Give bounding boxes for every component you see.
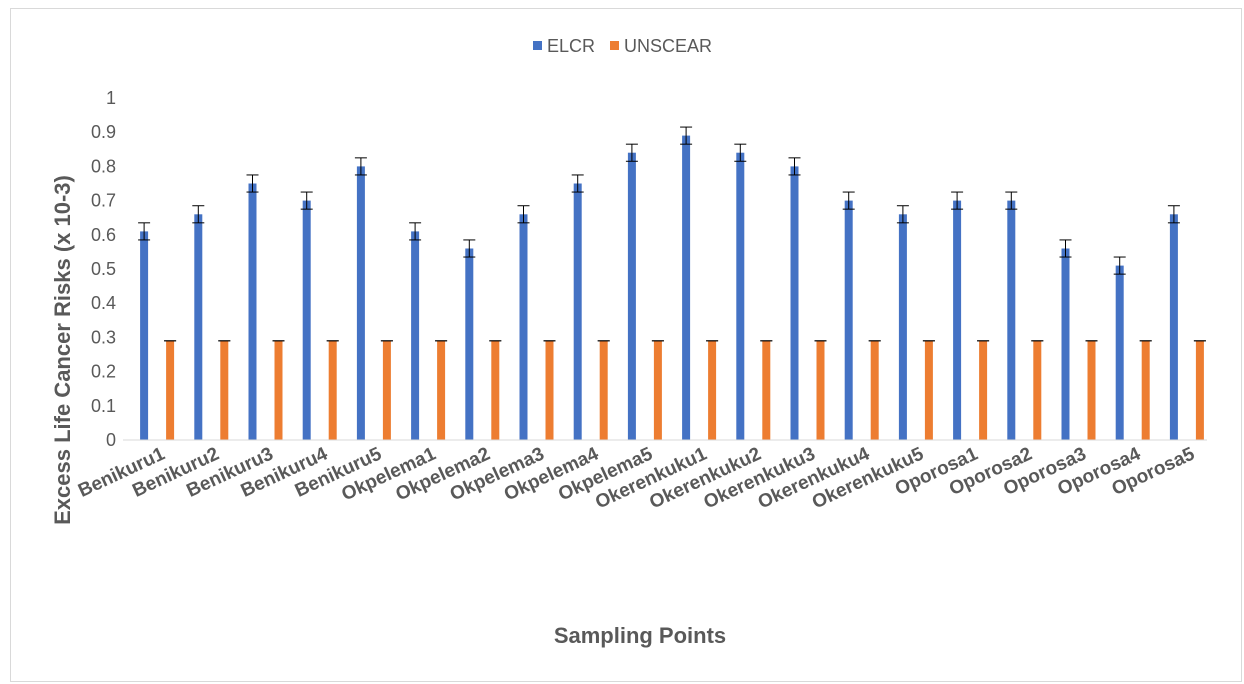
bar-elcr-benikuru1	[140, 231, 149, 440]
bar-elcr-okerenkuku2	[736, 152, 745, 440]
bar-unscear-oporosa4	[1141, 340, 1150, 440]
bar-elcr-oporosa4	[1115, 265, 1124, 440]
bar-elcr-okpelema5	[627, 152, 636, 440]
bar-elcr-okerenkuku5	[898, 214, 907, 440]
y-tick-label: 0.6	[91, 225, 116, 245]
legend-swatch-unscear	[610, 41, 619, 50]
bar-unscear-benikuru4	[328, 340, 337, 440]
error-bar-elcr-okerenkuku1	[680, 126, 693, 145]
error-bar-elcr-oporosa1	[951, 191, 964, 210]
error-bar-elcr-okerenkuku5	[896, 205, 909, 224]
bar-elcr-benikuru2	[194, 214, 203, 440]
error-bar-elcr-okerenkuku4	[842, 191, 855, 210]
bar-unscear-okerenkuku1	[708, 340, 717, 440]
x-axis-title: Sampling Points	[554, 623, 726, 648]
y-tick-label: 0.1	[91, 396, 116, 416]
y-tick-label: 0	[106, 430, 116, 450]
bar-elcr-okpelema1	[411, 231, 420, 440]
error-bar-elcr-okerenkuku2	[734, 143, 747, 162]
error-bar-elcr-benikuru2	[192, 205, 205, 224]
bar-unscear-oporosa3	[1087, 340, 1096, 440]
bar-elcr-oporosa3	[1061, 248, 1070, 440]
y-axis-title: Excess Life Cancer Risks (x 10-3)	[50, 175, 75, 525]
error-bar-elcr-benikuru3	[246, 174, 259, 193]
bar-unscear-benikuru5	[382, 340, 391, 440]
bar-unscear-oporosa5	[1195, 340, 1204, 440]
bar-elcr-oporosa1	[953, 200, 962, 440]
bars	[140, 135, 1204, 440]
bar-unscear-benikuru2	[220, 340, 229, 440]
y-tick-label: 0.5	[91, 259, 116, 279]
error-bar-elcr-benikuru1	[138, 222, 151, 241]
bar-unscear-okpelema4	[599, 340, 608, 440]
bar-unscear-oporosa2	[1033, 340, 1042, 440]
error-bar-elcr-okpelema3	[517, 205, 530, 224]
bar-elcr-oporosa5	[1169, 214, 1178, 440]
y-tick-label: 1	[106, 88, 116, 108]
x-axis-ticks: Benikuru1Benikuru2Benikuru3Benikuru4Beni…	[75, 443, 1198, 513]
error-bar-elcr-okpelema4	[571, 174, 584, 193]
bar-unscear-okerenkuku2	[762, 340, 771, 440]
bar-unscear-benikuru1	[166, 340, 175, 440]
legend-label-elcr: ELCR	[547, 36, 595, 56]
bar-elcr-okerenkuku3	[790, 166, 799, 440]
bar-elcr-benikuru4	[302, 200, 311, 440]
y-tick-label: 0.3	[91, 327, 116, 347]
bar-unscear-okerenkuku4	[870, 340, 879, 440]
legend: ELCR UNSCEAR	[533, 36, 712, 56]
bar-elcr-oporosa2	[1007, 200, 1016, 440]
bar-elcr-benikuru5	[356, 166, 365, 440]
bar-unscear-okpelema2	[491, 340, 500, 440]
y-tick-label: 0.7	[91, 191, 116, 211]
bar-elcr-okpelema3	[519, 214, 528, 440]
legend-swatch-elcr	[533, 41, 542, 50]
y-tick-label: 0.9	[91, 122, 116, 142]
bar-elcr-okpelema2	[465, 248, 474, 440]
error-bar-elcr-benikuru5	[354, 157, 367, 176]
bar-unscear-okpelema1	[437, 340, 446, 440]
bar-unscear-okpelema5	[653, 340, 662, 440]
bar-elcr-okerenkuku4	[844, 200, 853, 440]
bar-unscear-okpelema3	[545, 340, 554, 440]
bar-elcr-benikuru3	[248, 183, 257, 440]
bar-unscear-benikuru3	[274, 340, 283, 440]
error-bar-elcr-okpelema2	[463, 239, 476, 258]
bar-elcr-okerenkuku1	[682, 135, 691, 440]
y-tick-label: 0.2	[91, 362, 116, 382]
bar-elcr-okpelema4	[573, 183, 582, 440]
error-bar-elcr-okpelema5	[625, 143, 638, 162]
error-bar-elcr-oporosa3	[1059, 239, 1072, 258]
error-bar-elcr-oporosa4	[1113, 256, 1126, 275]
error-bar-elcr-benikuru4	[300, 191, 313, 210]
error-bar-elcr-okpelema1	[409, 222, 422, 241]
y-tick-label: 0.8	[91, 156, 116, 176]
error-bar-elcr-oporosa5	[1167, 205, 1180, 224]
error-bar-elcr-oporosa2	[1005, 191, 1018, 210]
bar-unscear-okerenkuku5	[924, 340, 933, 440]
y-axis-ticks: 0 0.1 0.2 0.3 0.4 0.5 0.6 0.7 0.8 0.9 1	[91, 88, 116, 450]
error-bars	[138, 126, 1206, 342]
error-bar-elcr-okerenkuku3	[788, 157, 801, 176]
bar-unscear-okerenkuku3	[816, 340, 825, 440]
bar-unscear-oporosa1	[979, 340, 988, 440]
legend-label-unscear: UNSCEAR	[624, 36, 712, 56]
y-tick-label: 0.4	[91, 293, 116, 313]
